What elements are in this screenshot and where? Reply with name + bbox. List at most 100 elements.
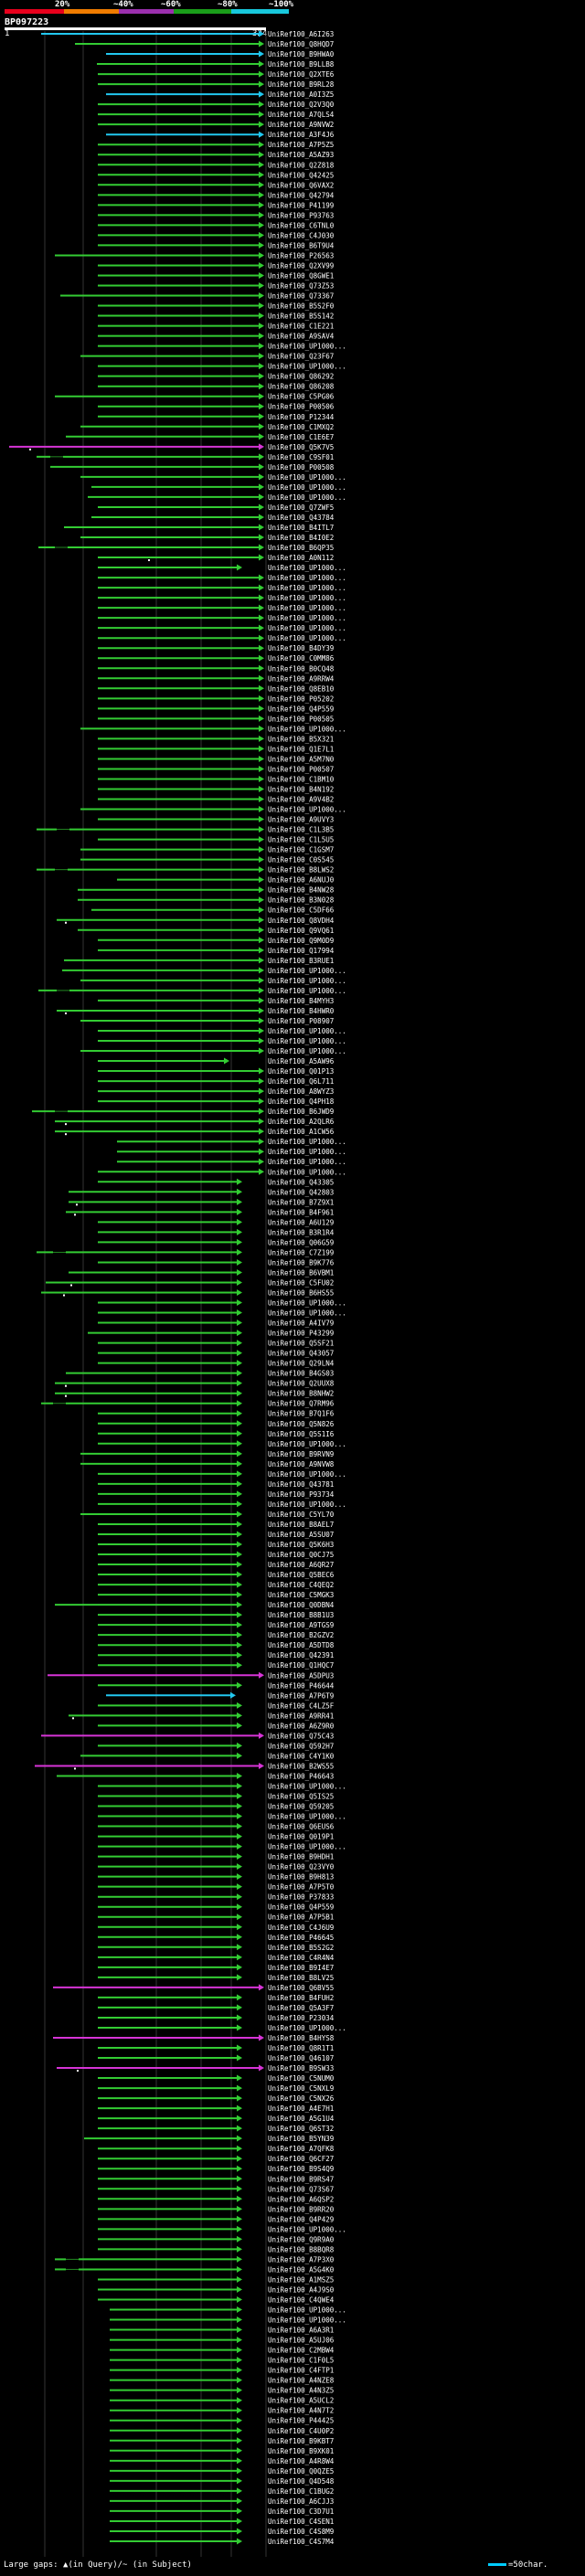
- hit-arrow: [259, 967, 264, 974]
- hit-arrow: [259, 1087, 264, 1095]
- hit-arrow: [259, 524, 264, 531]
- hit-label: UniRef100_P37833: [268, 1893, 334, 1902]
- hit-arrow: [237, 1772, 242, 1779]
- hit-arrow: [237, 2185, 242, 2192]
- hit-arrow: [259, 221, 264, 228]
- hit-arrow: [259, 1732, 264, 1739]
- hit-label: UniRef100_UP1000...: [268, 1047, 346, 1055]
- hit-arrow: [259, 977, 264, 984]
- hit-arrow: [237, 1430, 242, 1437]
- hit-arrow: [237, 1813, 242, 1820]
- hit-arrow: [237, 1340, 242, 1347]
- hit-arrow: [237, 2094, 242, 2102]
- hit-arrow: [259, 504, 264, 511]
- hit-label: UniRef100_A3F4J6: [268, 131, 335, 139]
- hit-arrow: [237, 2397, 242, 2404]
- hit-label: UniRef100_Q42803: [268, 1188, 334, 1196]
- hit-label: UniRef100_Q73367: [268, 292, 334, 301]
- scale-label-80: ~80%: [218, 0, 238, 9]
- hit-arrow: [259, 463, 264, 471]
- hit-arrow: [237, 2125, 242, 2132]
- gap-marker: [77, 2070, 79, 2072]
- hit-label: UniRef100_UP1000...: [268, 1037, 346, 1045]
- scale-label-40: ~40%: [113, 0, 133, 9]
- hit-label: UniRef100_Q6ST32: [268, 2125, 334, 2133]
- hit-label: UniRef100_A9NVW2: [268, 121, 334, 129]
- hit-arrow: [259, 1762, 264, 1769]
- hit-arrow: [259, 433, 264, 440]
- hit-arrow: [237, 1863, 242, 1871]
- hit-arrow: [259, 896, 264, 904]
- hit-arrow: [259, 60, 264, 68]
- hit-label: UniRef100_B5S142: [268, 313, 334, 321]
- hit-label: UniRef100_Q86292: [268, 373, 334, 381]
- hit-arrow: [259, 715, 264, 722]
- scale-label-20: 20%: [55, 0, 70, 9]
- hit-label: UniRef100_A7P3X0: [268, 2255, 335, 2263]
- scale-label-100: ~100%: [269, 0, 294, 9]
- hit-arrow: [259, 353, 264, 360]
- hit-arrow: [237, 1712, 242, 1719]
- hit-label: UniRef100_C1L3B5: [268, 826, 334, 834]
- hit-label: UniRef100_Q43305: [268, 1178, 334, 1186]
- hit-label: UniRef100_B3R1R4: [268, 1228, 335, 1236]
- hit-label: UniRef100_Q2V3Q0: [268, 101, 335, 109]
- hit-arrow: [237, 2165, 242, 2172]
- hit-arrow: [259, 957, 264, 964]
- hit-arrow: [259, 1097, 264, 1105]
- hit-label: UniRef100_B6T9U4: [268, 241, 335, 249]
- hit-arrow: [237, 2175, 242, 2182]
- hit-arrow: [259, 634, 264, 641]
- hit-label: UniRef100_B2GZV2: [268, 1631, 334, 1639]
- hit-label: UniRef100_Q5K7V5: [268, 443, 334, 451]
- hit-label: UniRef100_A2QLR6: [268, 1118, 335, 1126]
- hit-label: UniRef100_C1F0L5: [268, 2357, 334, 2365]
- hit-arrow: [259, 987, 264, 994]
- hit-arrow: [237, 1238, 242, 1246]
- hit-label: UniRef100_B8AEL7: [268, 1521, 334, 1529]
- hit-arrow: [237, 1621, 242, 1628]
- hit-arrow: [259, 624, 264, 631]
- hit-label: UniRef100_A5AW96: [268, 1057, 335, 1065]
- hit-label: UniRef100_P00505: [268, 715, 334, 723]
- hit-arrow: [237, 2014, 242, 2021]
- hit-label: UniRef100_A6I263: [268, 30, 334, 38]
- hit-arrow: [259, 282, 264, 289]
- hit-label: UniRef100_A9NVW8: [268, 1460, 335, 1468]
- hit-label: UniRef100_C5NX26: [268, 2094, 335, 2103]
- hit-label: UniRef100_Q73Z53: [268, 282, 334, 291]
- hit-arrow: [237, 1944, 242, 1951]
- hit-label: UniRef100_B3N028: [268, 896, 335, 905]
- hit-arrow: [259, 906, 264, 914]
- query-name: BP097223: [5, 17, 49, 27]
- hit-label: UniRef100_Q4P559: [268, 705, 334, 713]
- hit-arrow: [237, 1581, 242, 1588]
- hit-label: UniRef100_A5M7N0: [268, 755, 335, 763]
- hit-label: UniRef100_C3D7U1: [268, 2507, 334, 2516]
- hit-label: UniRef100_C4J6U9: [268, 1924, 334, 1932]
- hit-label: UniRef100_Q86208: [268, 383, 335, 391]
- hit-label: UniRef100_Q1E7L1: [268, 745, 334, 753]
- hit-label: UniRef100_Q5S1I6: [268, 1430, 335, 1438]
- hit-arrow: [237, 1893, 242, 1901]
- hit-arrow: [237, 2367, 242, 2374]
- hit-arrow: [237, 2235, 242, 2242]
- hit-arrow: [259, 594, 264, 601]
- hit-label: UniRef100_A0N112: [268, 554, 334, 562]
- hit-label: UniRef100_P00507: [268, 765, 334, 773]
- gap-marker: [65, 1394, 67, 1397]
- hit-arrow: [259, 241, 264, 249]
- hit-label: UniRef100_Q59205: [268, 1803, 334, 1811]
- hit-arrow: [237, 1299, 242, 1307]
- hit-label: UniRef100_A6NUJ0: [268, 876, 335, 885]
- hit-label: UniRef100_A7QFK8: [268, 2145, 335, 2153]
- hit-arrow: [259, 131, 264, 138]
- hit-label: UniRef100_C7Z199: [268, 1248, 334, 1256]
- hit-label: UniRef100_Q019P1: [268, 1833, 334, 1841]
- hit-arrow: [237, 2417, 242, 2424]
- hit-arrow: [259, 1027, 264, 1034]
- hit-arrow: [237, 1309, 242, 1317]
- gap-marker: [76, 1203, 78, 1206]
- hit-label: UniRef100_C1L5U5: [268, 836, 334, 844]
- hit-arrow: [259, 937, 264, 944]
